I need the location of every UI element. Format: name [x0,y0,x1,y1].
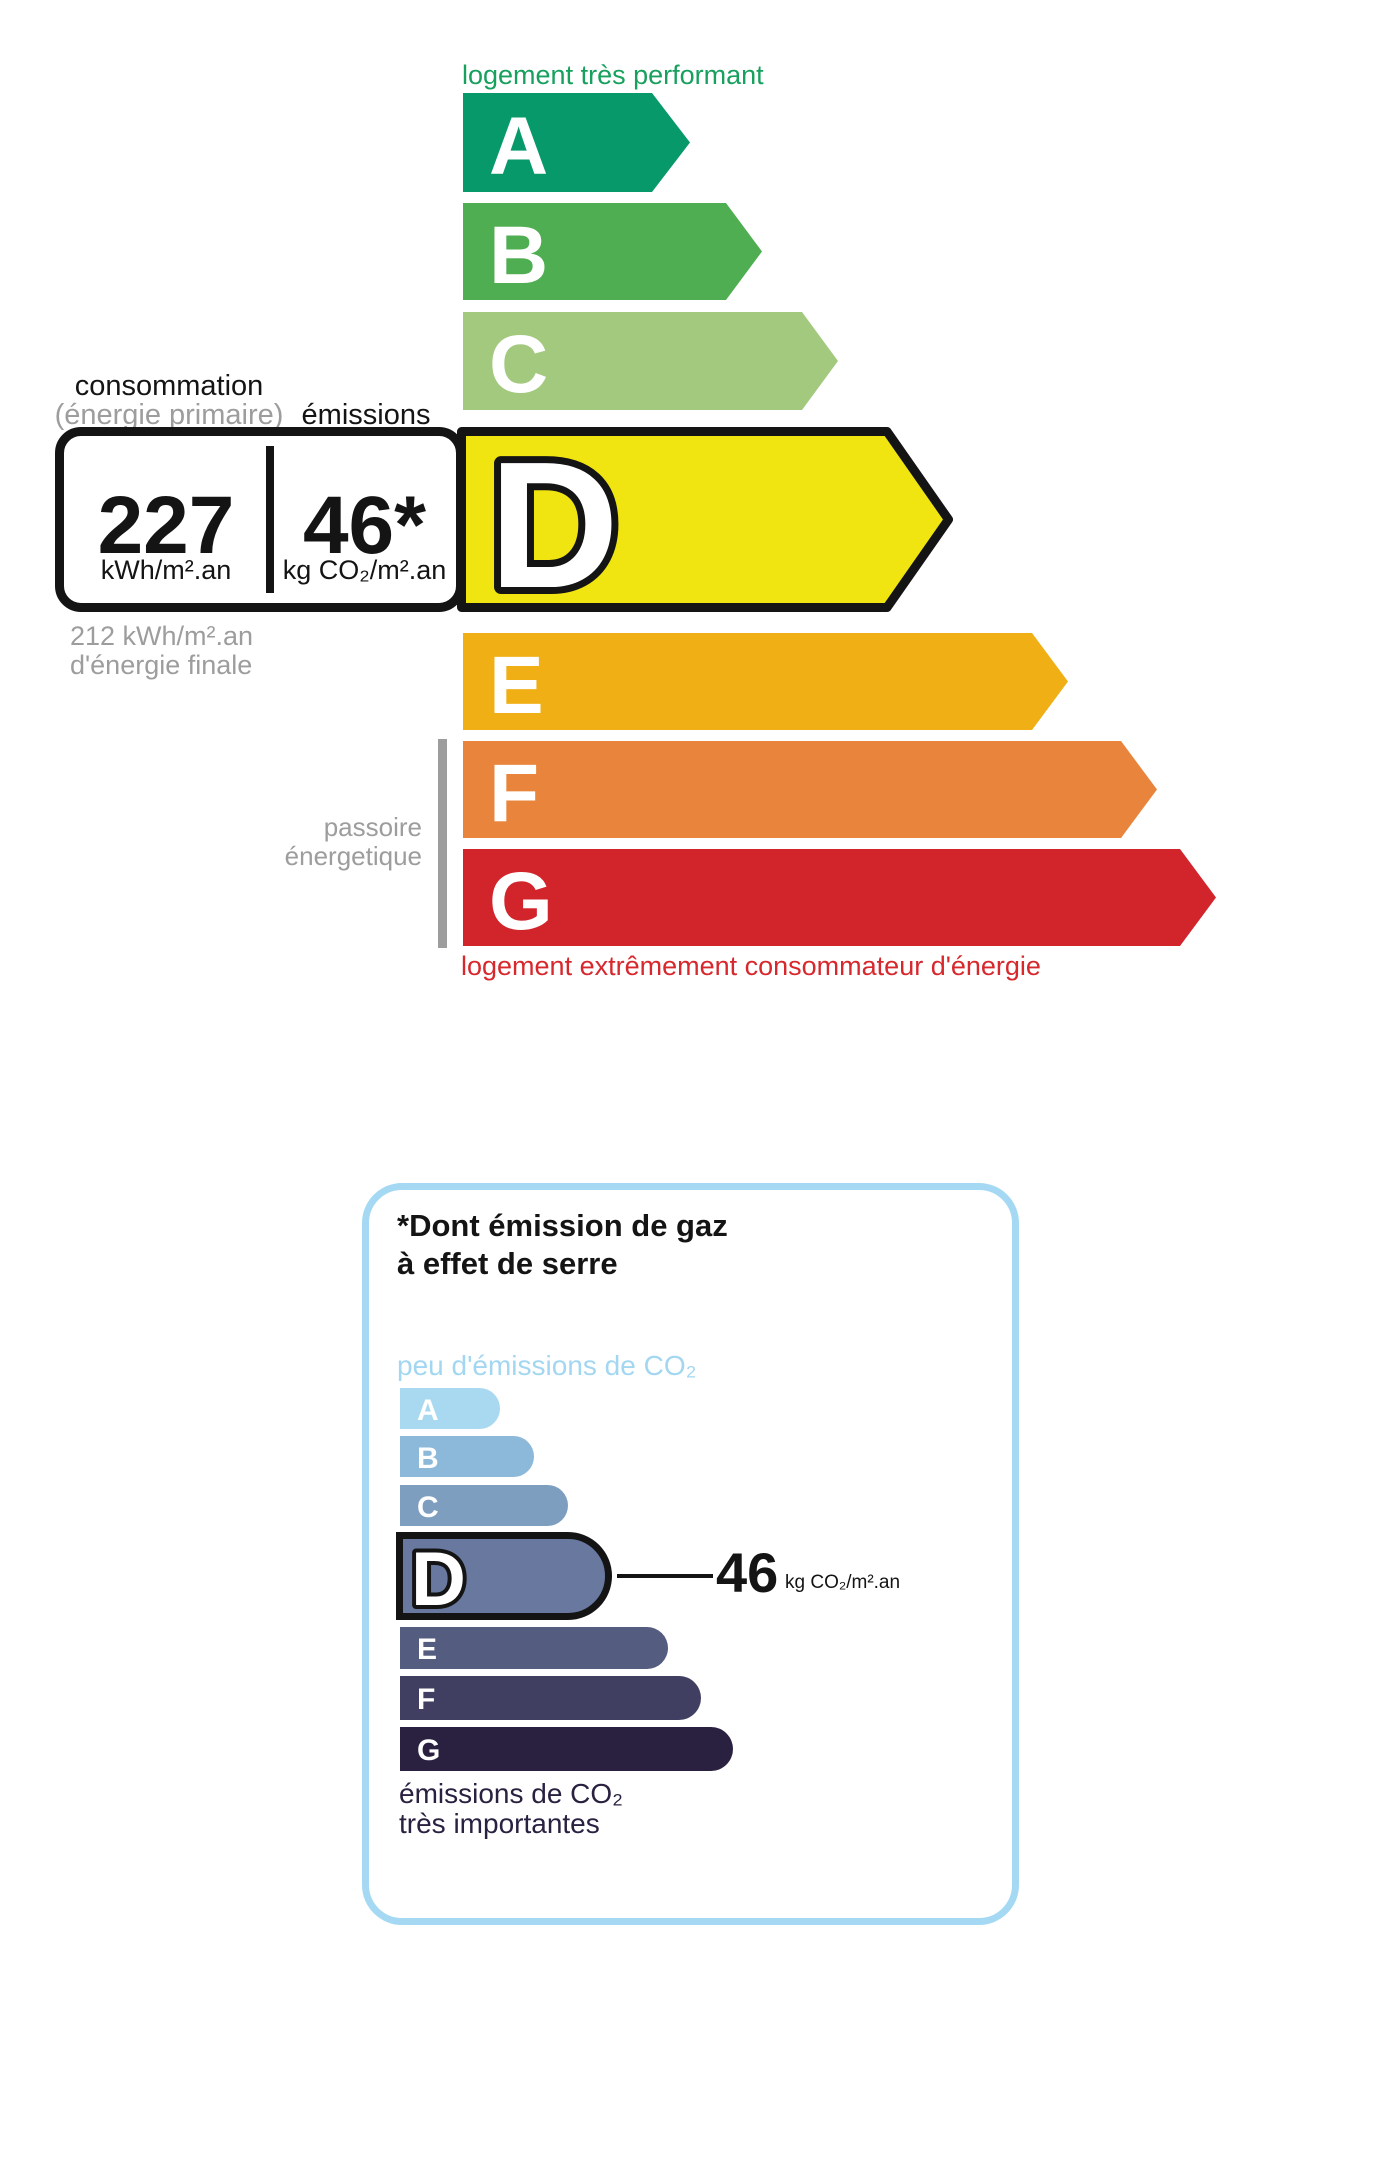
energy-grade-letter: A [489,100,549,192]
co2-bar-c: C [400,1485,568,1526]
co2-value-leader-line [617,1574,713,1578]
co2-grade-letter: F [417,1683,436,1716]
bottom-scale-label: logement extrêmement consommateur d'éner… [461,951,1041,981]
energy-bar-f: F [463,741,1157,838]
energy-grade-letter: B [489,209,549,301]
co2-low-label: peu d'émissions de CO₂ [397,1350,697,1381]
primary-energy-sublabel: (énergie primaire) [54,399,284,431]
energy-sieve-line2: énergetique [284,841,422,871]
co2-grade-letter: B [417,1441,439,1475]
energy-bar-g: G [463,849,1216,946]
energy-grade-letter: E [489,639,544,731]
energy-bar-c: C [463,312,838,410]
co2-panel-title-line1: *Dont émission de gaz [397,1208,728,1243]
co2-bar-d-current: D [396,1532,612,1626]
co2-grade-letter: E [417,1633,438,1666]
primary-energy-unit: kWh/m².an [100,555,232,585]
energy-bar-e: E [463,633,1068,730]
co2-grade-letter: C [417,1490,439,1524]
co2-bar-g: G [400,1727,733,1771]
final-energy-line2: d'énergie finale [70,650,253,680]
energy-grade-letter: F [489,747,540,839]
co2-grade-letter: A [417,1393,439,1427]
emissions-value: 46* [302,480,427,571]
primary-energy-value: 227 [97,480,235,571]
energy-bar-d-current: D [457,418,953,633]
energy-sieve-label: passoire énergetique [210,813,422,871]
co2-bar-a: A [400,1388,500,1429]
co2-value-unit: kg CO₂/m².an [785,1572,901,1593]
values-box [55,427,465,612]
energy-sieve-bracket [438,739,447,948]
energy-grade-letter: D [489,427,619,612]
co2-bar-e: E [400,1627,668,1669]
energy-bar-a: A [463,93,690,192]
co2-high-line2: très importantes [399,1808,600,1839]
top-scale-label: logement très performant [462,60,764,90]
co2-value: 46 [716,1541,779,1604]
emissions-unit: kg CO₂/m².an [282,555,447,585]
co2-grade-letter: G [417,1734,441,1767]
energy-bar-b: B [463,203,762,300]
co2-panel-title-line2: à effet de serre [397,1246,618,1281]
energy-grade-letter: C [489,319,549,410]
co2-bar-b: B [400,1436,534,1477]
emissions-label: émissions [301,399,431,431]
co2-high-label: émissions de CO₂ très importantes [399,1779,623,1839]
values-box-divider [266,446,274,593]
co2-bar-f: F [400,1676,701,1720]
final-energy-note: 212 kWh/m².an d'énergie finale [70,622,253,680]
energy-grade-letter: G [489,855,553,947]
final-energy-line1: 212 kWh/m².an [70,621,254,651]
energy-sieve-line1: passoire [323,812,422,842]
co2-high-line1: émissions de CO₂ [399,1778,624,1809]
co2-grade-letter: D [411,1537,466,1620]
consumption-label: consommation [74,370,264,402]
